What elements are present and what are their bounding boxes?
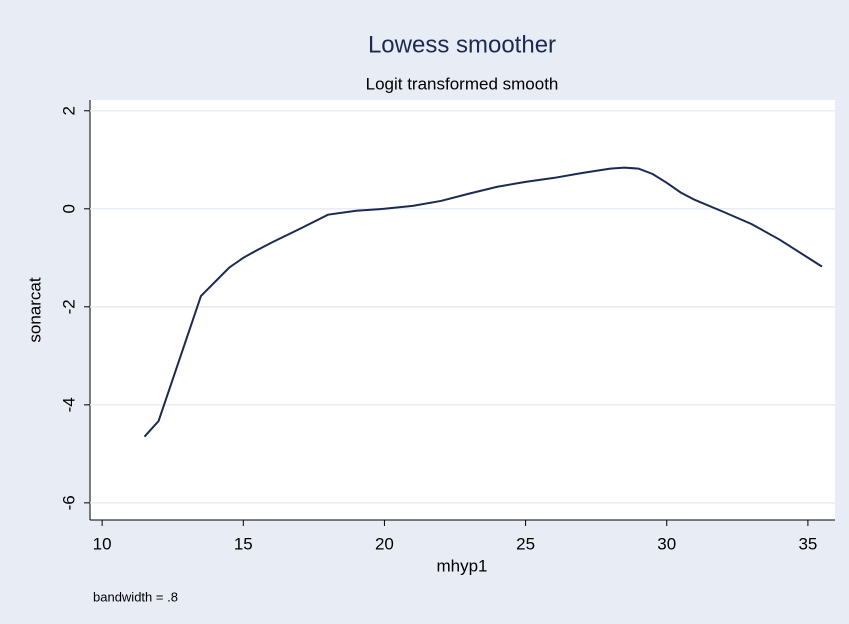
y-tick-label: -6 xyxy=(59,495,78,510)
y-tick-label: -4 xyxy=(59,397,78,412)
plot-area xyxy=(90,100,835,520)
x-tick-label: 35 xyxy=(798,534,817,553)
y-tick-label: 2 xyxy=(59,106,78,115)
x-tick-label: 15 xyxy=(234,534,253,553)
y-tick-label: 0 xyxy=(59,204,78,213)
x-tick-label: 30 xyxy=(657,534,676,553)
note: bandwidth = .8 xyxy=(93,589,178,604)
y-tick-label: -2 xyxy=(59,299,78,314)
line-series xyxy=(143,166,823,438)
chart-subtitle: Logit transformed smooth xyxy=(366,74,559,93)
x-tick-label: 25 xyxy=(516,534,535,553)
x-axis-label: mhyp1 xyxy=(436,556,487,575)
x-tick-label: 20 xyxy=(375,534,394,553)
chart-title: Lowess smoother xyxy=(368,31,556,58)
y-axis-label: sonarcat xyxy=(25,277,44,342)
x-tick-label: 10 xyxy=(93,534,112,553)
